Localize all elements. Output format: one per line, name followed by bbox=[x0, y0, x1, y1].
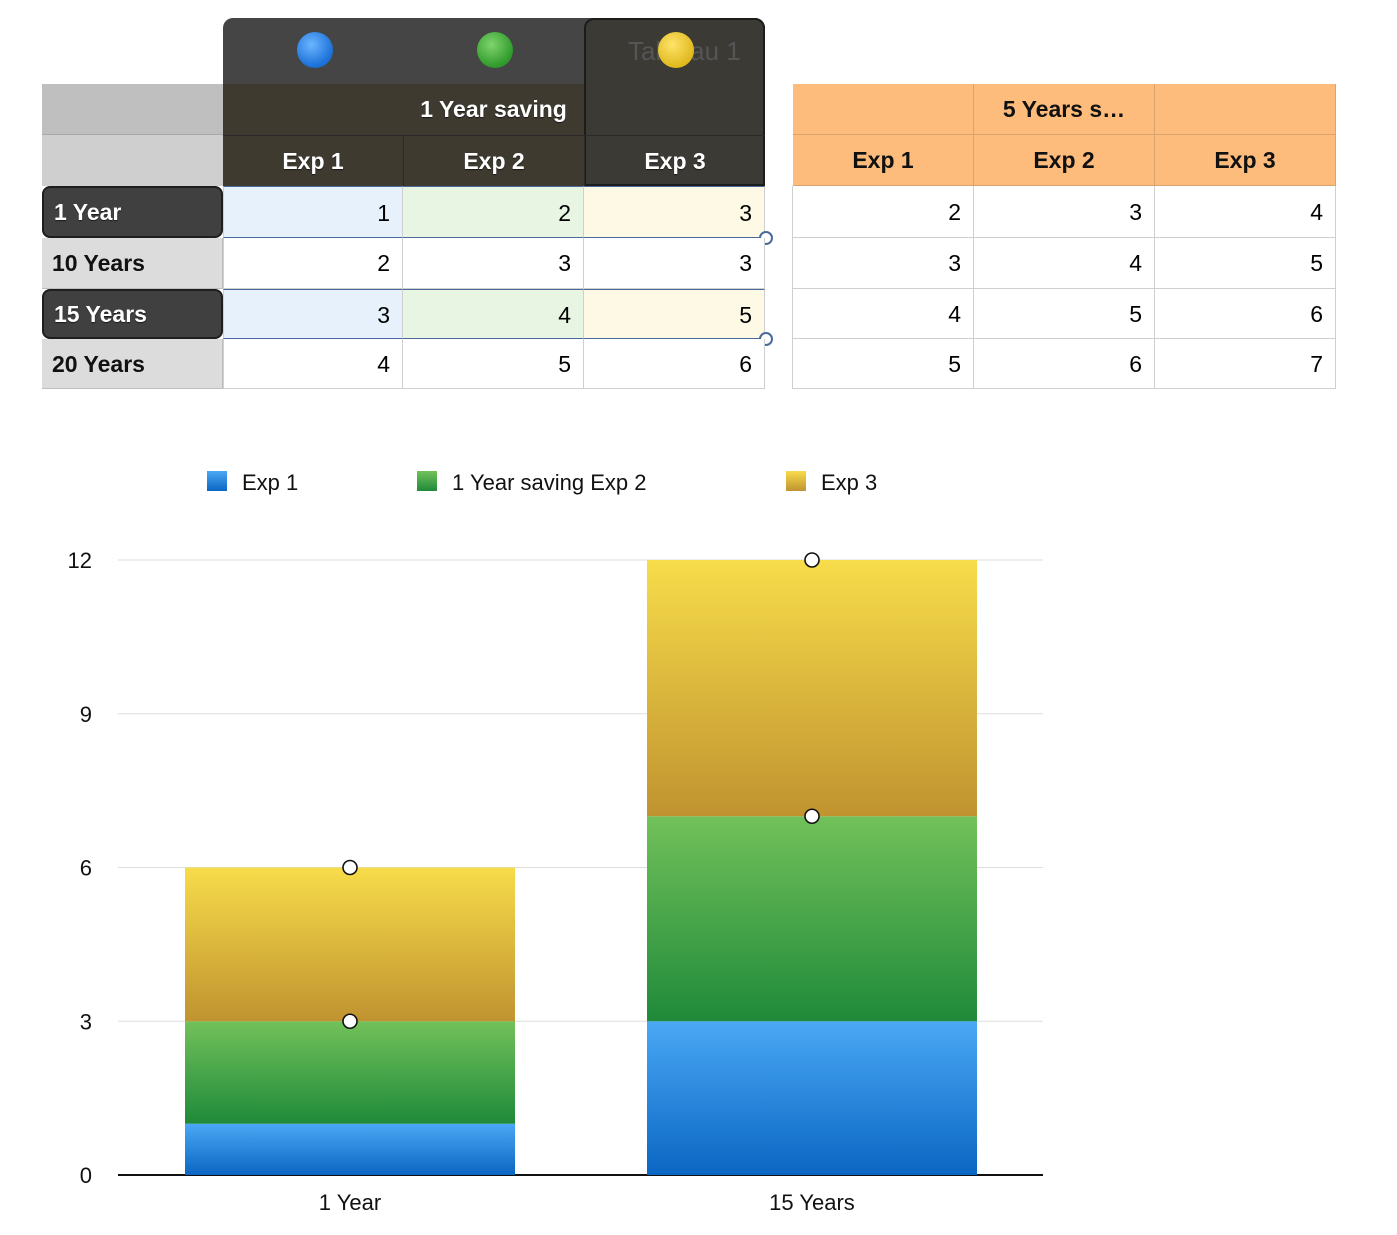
row-label-3[interactable]: 15 Years bbox=[42, 289, 223, 339]
corner-header-cell bbox=[42, 135, 223, 186]
row-label-4[interactable]: 20 Years bbox=[42, 339, 223, 389]
chart-canvas: Exp 1 1 Year saving Exp 2 Exp 3 0 3 6 9 12 1 Yea… bbox=[68, 470, 1043, 1215]
row-label-1[interactable]: 1 Year bbox=[42, 186, 223, 238]
legend-label-2: 1 Year saving Exp 2 bbox=[452, 470, 646, 495]
x-tick-label: 1 Year bbox=[319, 1190, 381, 1215]
column-header-left-3[interactable]: Exp 3 bbox=[584, 135, 765, 186]
legend-label-3: Exp 3 bbox=[821, 470, 877, 495]
table-cell[interactable]: 2 bbox=[403, 186, 584, 238]
bar-handle bbox=[804, 552, 820, 568]
group-header-1-year-saving: 1 Year saving bbox=[420, 96, 567, 122]
bar-segment-3 bbox=[185, 867, 515, 1022]
table-cell[interactable]: 6 bbox=[974, 339, 1155, 389]
table-cell[interactable]: 2 bbox=[223, 238, 403, 289]
legend-swatch-2 bbox=[417, 471, 437, 491]
group-header-blank bbox=[793, 84, 974, 135]
corner-header-cell bbox=[42, 84, 223, 135]
y-tick-label: 9 bbox=[80, 702, 92, 727]
y-tick-label: 3 bbox=[80, 1009, 92, 1034]
table-cell[interactable]: 7 bbox=[1155, 339, 1336, 389]
table-cell[interactable]: 3 bbox=[974, 186, 1155, 238]
legend-label-1: Exp 1 bbox=[242, 470, 298, 495]
bar-segment-2 bbox=[185, 1021, 515, 1124]
x-tick-label: 15 Years bbox=[769, 1190, 855, 1215]
table-cell[interactable]: 3 bbox=[793, 238, 974, 289]
table-cell[interactable]: 1 bbox=[223, 186, 403, 238]
column-header-right-3[interactable]: Exp 3 bbox=[1155, 135, 1336, 186]
table-cell[interactable]: 4 bbox=[1155, 186, 1336, 238]
table-cell[interactable]: 2 bbox=[793, 186, 974, 238]
table-cell[interactable]: 3 bbox=[403, 238, 584, 289]
row-label-2[interactable]: 10 Years bbox=[42, 238, 223, 289]
table-cell[interactable]: 5 bbox=[1155, 238, 1336, 289]
blue-series-dot[interactable] bbox=[297, 32, 333, 68]
table-cell[interactable]: 5 bbox=[584, 289, 765, 339]
table-cell[interactable]: 6 bbox=[1155, 289, 1336, 339]
table-cell[interactable]: 3 bbox=[584, 186, 765, 238]
table-cell[interactable]: 4 bbox=[793, 289, 974, 339]
bar-segment-1 bbox=[647, 1021, 977, 1175]
column-header-left-1[interactable]: Exp 1 bbox=[223, 135, 403, 186]
table-cell[interactable]: 6 bbox=[584, 339, 765, 389]
table-cell[interactable]: 4 bbox=[974, 238, 1155, 289]
green-series-dot[interactable] bbox=[477, 32, 513, 68]
legend-swatch-3 bbox=[786, 471, 806, 491]
column-header-right-2[interactable]: Exp 2 bbox=[974, 135, 1155, 186]
column-header-right-1[interactable]: Exp 1 bbox=[793, 135, 974, 186]
bar-handle bbox=[804, 808, 820, 825]
bar-segment-2 bbox=[647, 816, 977, 1022]
group-header-5-years: 5 Years s… bbox=[974, 84, 1155, 135]
table-cell[interactable]: 5 bbox=[974, 289, 1155, 339]
bar-handle bbox=[342, 1013, 358, 1030]
group-header-blank bbox=[1155, 84, 1336, 135]
bar-handle bbox=[342, 859, 358, 876]
table-cell[interactable]: 3 bbox=[223, 289, 403, 339]
table-cell[interactable]: 4 bbox=[403, 289, 584, 339]
table-cell[interactable]: 3 bbox=[584, 238, 765, 289]
table-cell[interactable]: 5 bbox=[403, 339, 584, 389]
legend-swatch-1 bbox=[207, 471, 227, 491]
y-tick-label: 0 bbox=[80, 1163, 92, 1188]
table-cell[interactable]: 5 bbox=[793, 339, 974, 389]
y-tick-label: 12 bbox=[68, 548, 92, 573]
table-cell[interactable]: 4 bbox=[223, 339, 403, 389]
yellow-series-dot[interactable] bbox=[658, 32, 694, 68]
column-header-left-2[interactable]: Exp 2 bbox=[403, 135, 584, 186]
bar-segment-3 bbox=[647, 560, 977, 817]
stacked-bar-chart: Exp 1 1 Year saving Exp 2 Exp 3 0 3 6 9 12 1 Yea… bbox=[0, 440, 1100, 1235]
bar-segment-1 bbox=[185, 1123, 515, 1175]
y-tick-label: 6 bbox=[80, 856, 92, 881]
spacer-column bbox=[765, 186, 793, 389]
